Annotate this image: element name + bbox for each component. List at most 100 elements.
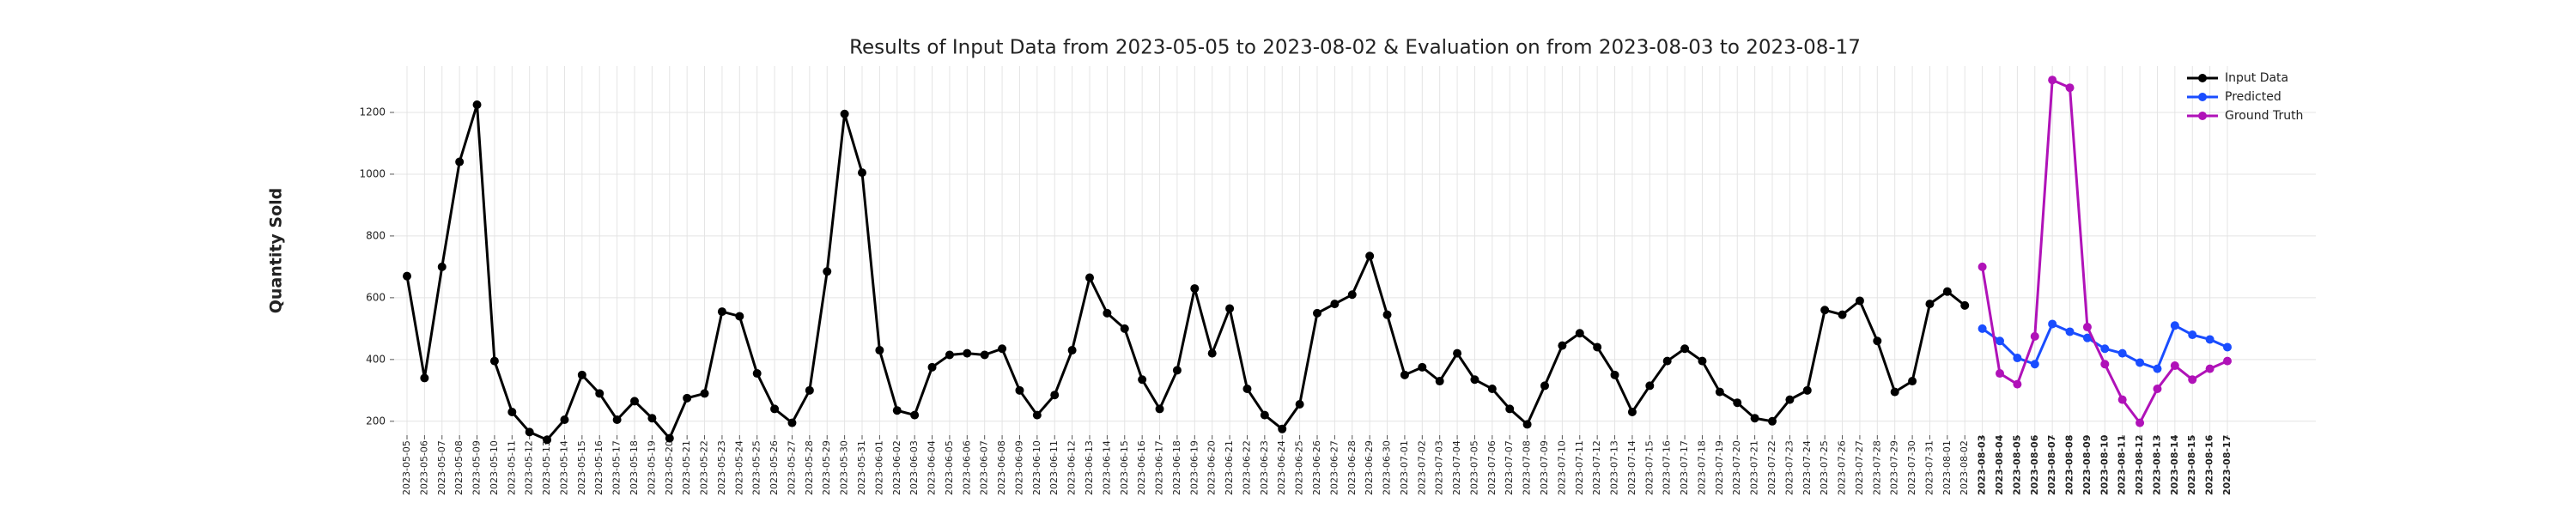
x-tick-label: 2023-08-10 [2099, 434, 2110, 495]
x-tick-label: 2023-05-12 [524, 440, 535, 495]
data-point [1207, 348, 1217, 358]
data-point [1085, 273, 1094, 282]
x-tick-label: 2023-08-07 [2046, 435, 2057, 495]
x-tick-label: 2023-08-04 [1994, 434, 2005, 495]
data-point [1470, 375, 1479, 385]
x-tick-label: 2023-05-24 [733, 440, 744, 495]
data-point [1278, 424, 1287, 433]
data-point [2065, 83, 2075, 93]
chart-title: Results of Input Data from 2023-05-05 to… [849, 37, 1861, 59]
data-point [910, 410, 920, 420]
legend-label: Ground Truth [2225, 109, 2303, 123]
data-point [1750, 414, 1759, 423]
x-tick-label: 2023-07-30 [1906, 440, 1917, 495]
data-point [1190, 284, 1200, 294]
x-tick-label: 2023-07-24 [1801, 440, 1813, 495]
data-point [1785, 395, 1795, 404]
x-tick-label: 2023-05-22 [699, 440, 710, 495]
y-axis-label: Quantity Sold [267, 188, 286, 314]
x-tick-label: 2023-05-09 [471, 440, 483, 495]
data-point [2013, 354, 2022, 363]
data-point [1400, 370, 1409, 379]
data-point [1313, 308, 1321, 318]
data-point [1925, 300, 1935, 309]
data-point [560, 415, 569, 425]
x-tick-label: 2023-08-17 [2221, 435, 2233, 495]
data-point [1558, 341, 1567, 350]
data-point [2100, 360, 2110, 369]
data-point [1645, 381, 1655, 391]
x-tick-label: 2023-06-29 [1364, 440, 1375, 495]
data-point [892, 406, 902, 415]
data-point [543, 435, 552, 445]
x-tick-label: 2023-08-16 [2204, 434, 2215, 495]
data-point [2117, 348, 2127, 358]
x-tick-label: 2023-05-08 [453, 440, 465, 495]
x-tick-label: 2023-07-09 [1539, 440, 1550, 495]
data-point [1768, 416, 1777, 426]
data-point [1733, 398, 1742, 408]
x-tick-label: 2023-05-29 [821, 440, 832, 495]
data-point [1120, 324, 1129, 333]
data-point [1155, 404, 1164, 414]
data-point [787, 418, 797, 427]
x-tick-label: 2023-05-30 [839, 440, 850, 495]
x-tick-label: 2023-06-25 [1294, 440, 1305, 495]
data-point [1855, 296, 1864, 306]
data-point [1575, 329, 1584, 338]
x-tick-label: 2023-06-30 [1382, 440, 1393, 495]
x-tick-label: 2023-07-19 [1714, 440, 1725, 495]
x-tick-label: 2023-07-04 [1451, 440, 1462, 495]
data-point [717, 307, 726, 317]
x-tick-label: 2023-05-27 [786, 440, 797, 495]
x-tick-label: 2023-06-23 [1259, 440, 1270, 495]
x-tick-label: 2023-07-01 [1399, 440, 1410, 495]
x-tick-label: 2023-06-16 [1136, 440, 1147, 495]
x-tick-label: 2023-07-26 [1837, 440, 1848, 495]
data-point [1067, 346, 1077, 355]
x-tick-label: 2023-05-21 [681, 440, 692, 495]
x-tick-label: 2023-08-09 [2081, 435, 2093, 495]
data-point [1942, 287, 1952, 296]
data-point [2170, 321, 2179, 330]
x-tick-label: 2023-06-04 [927, 440, 938, 495]
legend-marker [2198, 112, 2207, 120]
x-tick-label: 2023-07-25 [1819, 440, 1830, 495]
data-point [1610, 370, 1619, 379]
x-tick-label: 2023-05-28 [804, 440, 815, 495]
data-point [1540, 381, 1549, 391]
x-tick-label: 2023-06-21 [1224, 440, 1235, 495]
x-tick-label: 2023-06-20 [1206, 440, 1218, 495]
data-point [770, 404, 780, 414]
data-point [752, 369, 762, 379]
x-tick-label: 2023-07-13 [1609, 440, 1620, 495]
x-tick-label: 2023-06-17 [1154, 440, 1165, 495]
data-point [577, 370, 586, 379]
x-tick-label: 2023-05-15 [576, 440, 587, 495]
x-tick-label: 2023-05-20 [664, 440, 675, 495]
data-point [2065, 327, 2075, 336]
x-tick-label: 2023-06-01 [873, 440, 884, 495]
y-tick-label: 1000 [359, 167, 386, 179]
x-tick-label: 2023-05-17 [611, 440, 623, 495]
x-tick-label: 2023-06-15 [1119, 440, 1130, 495]
x-tick-label: 2023-06-08 [996, 440, 1007, 495]
data-point [1505, 404, 1515, 414]
x-tick-label: 2023-06-14 [1101, 440, 1112, 495]
data-point [647, 414, 657, 423]
data-point [1698, 356, 1707, 366]
data-point [2082, 323, 2092, 332]
data-point [1242, 385, 1252, 394]
x-tick-label: 2023-07-18 [1696, 440, 1707, 495]
data-point [858, 168, 866, 178]
legend-label: Input Data [2225, 71, 2288, 85]
data-point [2205, 364, 2215, 373]
x-tick-label: 2023-05-06 [418, 440, 429, 495]
x-tick-label: 2023-07-07 [1504, 440, 1515, 495]
x-tick-label: 2023-05-31 [856, 440, 867, 495]
data-point [2188, 375, 2197, 385]
x-tick-label: 2023-05-10 [489, 440, 500, 495]
x-tick-label: 2023-06-27 [1328, 440, 1340, 495]
data-point [437, 262, 447, 271]
data-point [1418, 362, 1427, 372]
